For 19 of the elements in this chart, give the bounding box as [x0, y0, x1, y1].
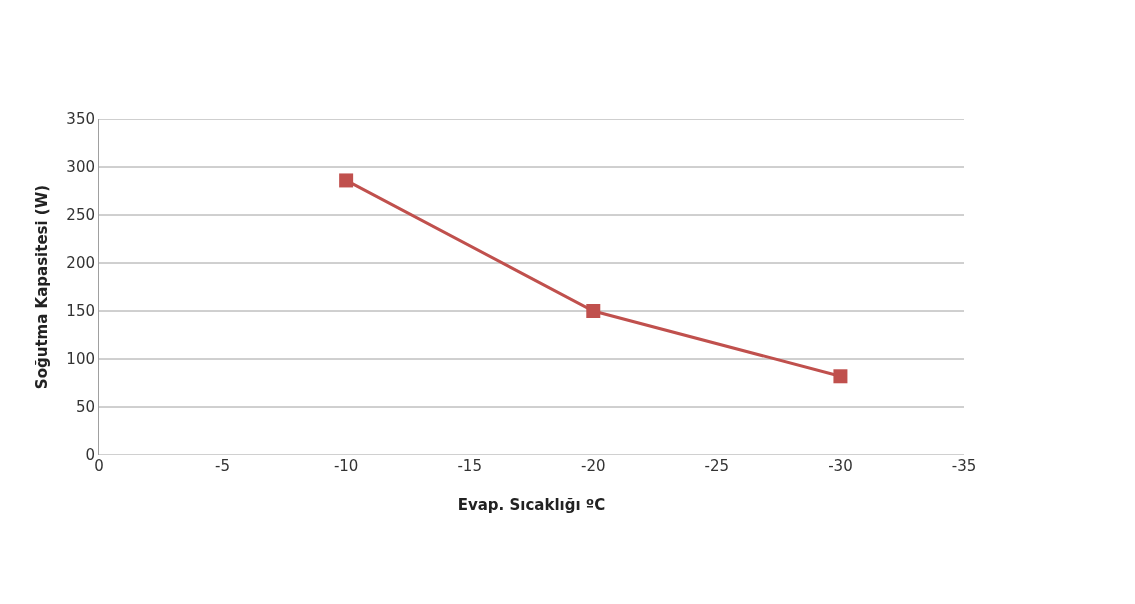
point — [339, 173, 354, 188]
x-tick-label: -25 — [704, 457, 730, 475]
x-tick-label: -15 — [457, 457, 482, 475]
y-tick-label: 300 — [66, 158, 95, 177]
y-tick-label: 200 — [66, 254, 95, 273]
y-tick-label: 150 — [66, 302, 95, 321]
y-tick-label: 250 — [66, 206, 95, 225]
x-tick-label: -35 — [951, 457, 977, 475]
y-tick-label: 100 — [66, 350, 95, 369]
x-tick-label: -5 — [215, 457, 231, 475]
x-tick-label: -20 — [581, 457, 606, 475]
y-tick-label: 350 — [66, 110, 95, 129]
point — [586, 304, 601, 318]
y-tick-label: 50 — [75, 398, 95, 417]
x-tick-label: -30 — [828, 457, 853, 475]
point — [833, 369, 848, 384]
y-axis-title: Soğutma Kapasitesi (W) — [32, 184, 51, 390]
x-axis-title: Evap. Sıcaklığı ºC — [457, 496, 606, 514]
x-tick-label: -10 — [333, 457, 359, 475]
